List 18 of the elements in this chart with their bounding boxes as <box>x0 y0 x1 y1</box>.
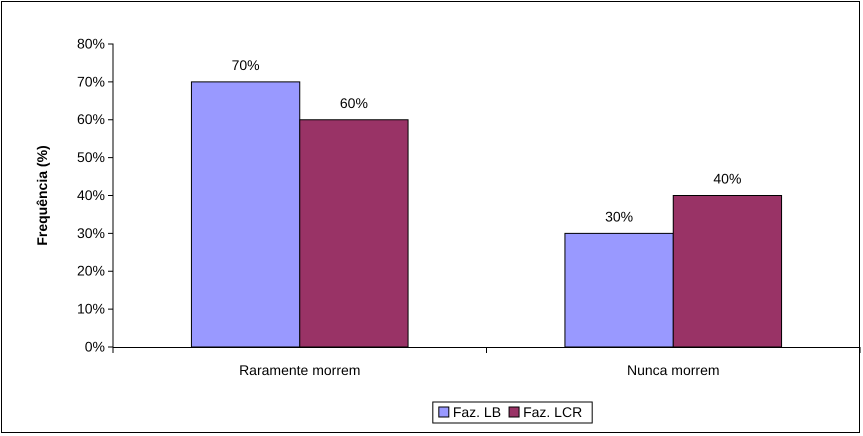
data-label: 70% <box>232 56 260 73</box>
y-tick-label: 20% <box>76 262 105 279</box>
y-tick-label: 60% <box>76 111 105 128</box>
y-tick-label: 70% <box>76 73 105 90</box>
data-label: 40% <box>713 170 742 186</box>
y-tick-label: 50% <box>76 149 105 166</box>
data-label: 60% <box>340 94 368 111</box>
legend-label: Faz. LCR <box>523 404 582 420</box>
x-tick-label: Nunca morrem <box>626 362 720 378</box>
y-tick-label: 80% <box>76 35 105 52</box>
y-tick-label: 40% <box>76 186 105 203</box>
y-tick-label: 10% <box>76 300 105 317</box>
y-tick-label: 30% <box>76 224 105 241</box>
y-tick-label: 0% <box>84 338 105 354</box>
data-label: 30% <box>605 208 634 224</box>
y-axis-title: Frequência (%) <box>34 145 50 246</box>
legend-label: Faz. LB <box>452 404 502 420</box>
x-tick-label: Raramente morrem <box>239 362 360 378</box>
